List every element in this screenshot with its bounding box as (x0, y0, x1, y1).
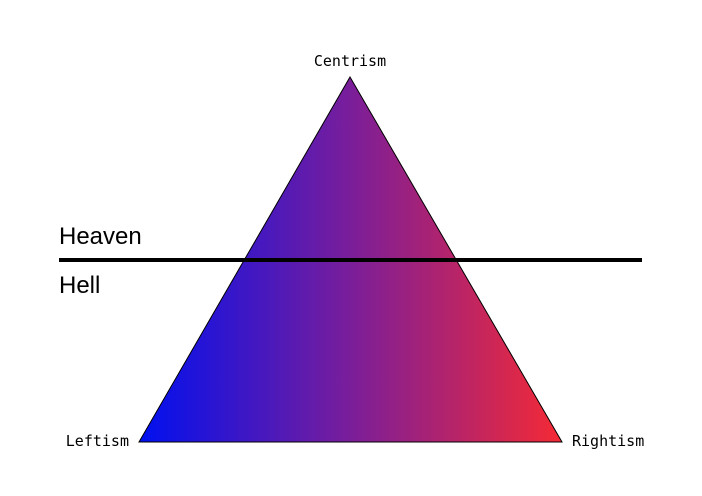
hell-label: Hell (59, 272, 100, 299)
right-vertex-label: Rightism (572, 432, 644, 450)
apex-label: Centrism (314, 52, 386, 70)
left-vertex-label: Leftism (66, 432, 129, 450)
heaven-label: Heaven (59, 223, 142, 250)
